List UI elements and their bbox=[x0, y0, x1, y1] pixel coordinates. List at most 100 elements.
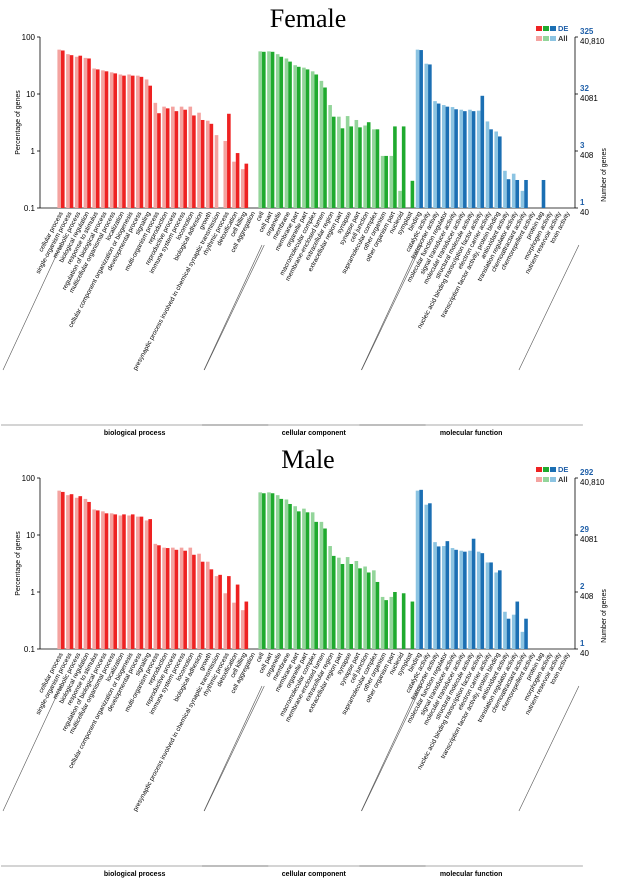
bar-de bbox=[139, 516, 144, 649]
group-bracket bbox=[202, 244, 426, 426]
bar-de bbox=[227, 576, 231, 649]
bar-all bbox=[302, 508, 306, 649]
y-tick-label: 100 bbox=[22, 33, 36, 42]
y-tick-label: 0.1 bbox=[24, 645, 36, 654]
bar-de bbox=[95, 69, 100, 208]
bar-de bbox=[157, 113, 161, 208]
y-tick-label: 1 bbox=[31, 147, 36, 156]
bar-de bbox=[366, 572, 371, 649]
bar-de bbox=[227, 113, 231, 208]
bar-all bbox=[179, 547, 184, 649]
bar-all bbox=[363, 566, 367, 649]
bar-de bbox=[305, 69, 310, 208]
bar-all bbox=[372, 129, 376, 208]
bar-de bbox=[419, 50, 423, 209]
bar-de bbox=[331, 116, 336, 208]
bar-all bbox=[494, 131, 498, 208]
bar-all bbox=[144, 520, 149, 649]
y-tick-label: 10 bbox=[26, 531, 35, 540]
y2-tick-label-all: 40,810 bbox=[580, 37, 605, 46]
y2-tick-label-all: 408 bbox=[580, 151, 594, 160]
bar-de bbox=[393, 592, 397, 649]
bar-all bbox=[441, 105, 446, 208]
bar-de bbox=[323, 528, 327, 649]
bracket-right bbox=[518, 244, 580, 371]
y-tick-label: 10 bbox=[26, 90, 35, 99]
bar-de bbox=[401, 126, 406, 208]
legend-swatch-de bbox=[550, 467, 556, 472]
y2-tick-label-de: 2 bbox=[580, 582, 585, 591]
bar-de bbox=[375, 581, 380, 649]
bar-de bbox=[262, 493, 266, 649]
bar-all bbox=[136, 75, 140, 208]
bar-all bbox=[293, 506, 297, 649]
bar-de bbox=[340, 563, 345, 649]
bar-all bbox=[258, 492, 263, 649]
legend-swatch-all bbox=[536, 36, 542, 41]
bar-de bbox=[279, 498, 284, 649]
bar-de bbox=[524, 618, 528, 649]
bar-de bbox=[401, 593, 406, 649]
bar-all bbox=[520, 190, 525, 208]
group-bracket bbox=[359, 685, 583, 867]
bar-all bbox=[415, 49, 420, 208]
bar-all bbox=[293, 65, 297, 208]
bar-de bbox=[428, 503, 432, 649]
bar-all bbox=[188, 106, 193, 208]
bar-de bbox=[445, 541, 450, 649]
bar-de bbox=[209, 569, 214, 649]
bar-de bbox=[192, 554, 196, 649]
bar-all bbox=[468, 550, 472, 649]
bar-de bbox=[358, 568, 362, 649]
bar-de bbox=[157, 545, 161, 649]
bar-de bbox=[515, 601, 520, 649]
bar-all bbox=[511, 173, 516, 208]
bar-de bbox=[244, 601, 249, 649]
bar-de bbox=[489, 129, 493, 208]
bracket-left bbox=[2, 244, 62, 371]
bar-de bbox=[314, 521, 319, 649]
bar-de bbox=[174, 549, 179, 649]
bar-all bbox=[302, 67, 306, 208]
bar-de bbox=[279, 56, 284, 208]
bar-all bbox=[109, 72, 114, 208]
bar-all bbox=[310, 71, 315, 209]
bar-all bbox=[354, 560, 359, 649]
y2-tick-label-de: 325 bbox=[580, 27, 594, 36]
bar-all bbox=[205, 561, 210, 649]
bar-de bbox=[130, 75, 135, 208]
bar-de bbox=[410, 180, 415, 208]
bar-de bbox=[349, 563, 354, 649]
bar-all bbox=[441, 546, 446, 649]
bar-de bbox=[69, 494, 74, 649]
y2-tick-label-de: 292 bbox=[580, 468, 594, 477]
group-label: cellular component bbox=[282, 871, 347, 878]
bar-all bbox=[459, 550, 464, 649]
bracket-right bbox=[361, 244, 422, 371]
y2-tick-label-all: 4081 bbox=[580, 94, 598, 103]
bar-all bbox=[511, 614, 516, 649]
bar-all bbox=[136, 516, 140, 649]
bracket-left bbox=[361, 685, 420, 812]
bar-de bbox=[541, 179, 546, 208]
bar-de bbox=[506, 179, 511, 208]
bar-de bbox=[305, 512, 310, 649]
bar-de bbox=[384, 155, 388, 208]
bar-de bbox=[384, 600, 388, 649]
bar-de bbox=[139, 76, 144, 208]
bar-all bbox=[92, 509, 96, 649]
group-label: cellular component bbox=[282, 430, 347, 437]
legend-swatch-de bbox=[536, 467, 542, 472]
bar-all bbox=[118, 74, 123, 209]
bar-all bbox=[232, 161, 236, 208]
bar-all bbox=[345, 557, 350, 649]
bar-all bbox=[74, 56, 79, 208]
bar-all bbox=[337, 116, 341, 208]
bar-all bbox=[57, 49, 61, 208]
bar-all bbox=[171, 547, 175, 649]
y2-tick-label-de: 32 bbox=[580, 84, 589, 93]
bar-all bbox=[240, 610, 245, 649]
bar-all bbox=[468, 109, 472, 208]
